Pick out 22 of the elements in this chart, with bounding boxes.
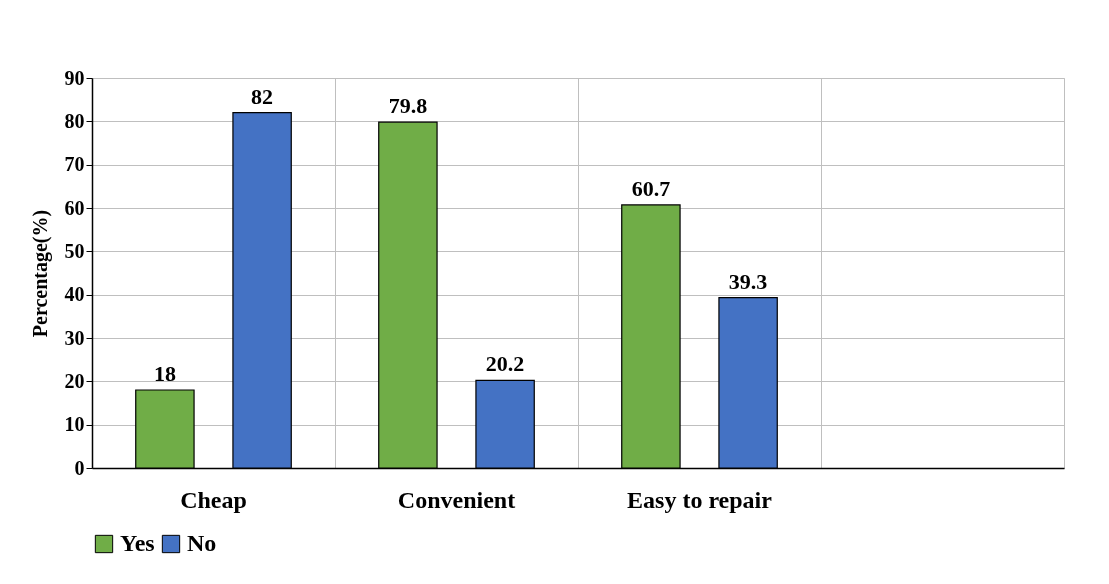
data-label: 39.3 <box>728 268 768 294</box>
y-tick-label: 0 <box>74 456 85 479</box>
x-tick-label: Cheap <box>180 486 247 513</box>
y-tick-label: 40 <box>64 283 85 306</box>
data-label: 18 <box>153 361 176 386</box>
legend-label: Yes <box>120 530 155 556</box>
y-tick-label: 10 <box>64 413 85 436</box>
y-tick-label: 30 <box>64 326 85 349</box>
data-label: 20.2 <box>485 351 525 377</box>
y-axis-title: Percentage(%) <box>28 209 52 338</box>
data-label: 60.7 <box>631 175 671 201</box>
y-tick-label: 60 <box>64 196 85 219</box>
x-tick-label: Easy to repair <box>627 486 773 513</box>
legend-label: No <box>187 530 217 556</box>
y-tick-label: 90 <box>64 66 85 89</box>
y-tick-label: 50 <box>64 239 85 262</box>
y-tick-label: 70 <box>64 153 85 176</box>
data-label: 79.8 <box>388 93 428 119</box>
y-tick-label: 20 <box>64 369 85 392</box>
data-label: 82 <box>251 83 274 109</box>
y-tick-label: 80 <box>64 109 85 132</box>
x-tick-label: Convenient <box>397 486 516 513</box>
